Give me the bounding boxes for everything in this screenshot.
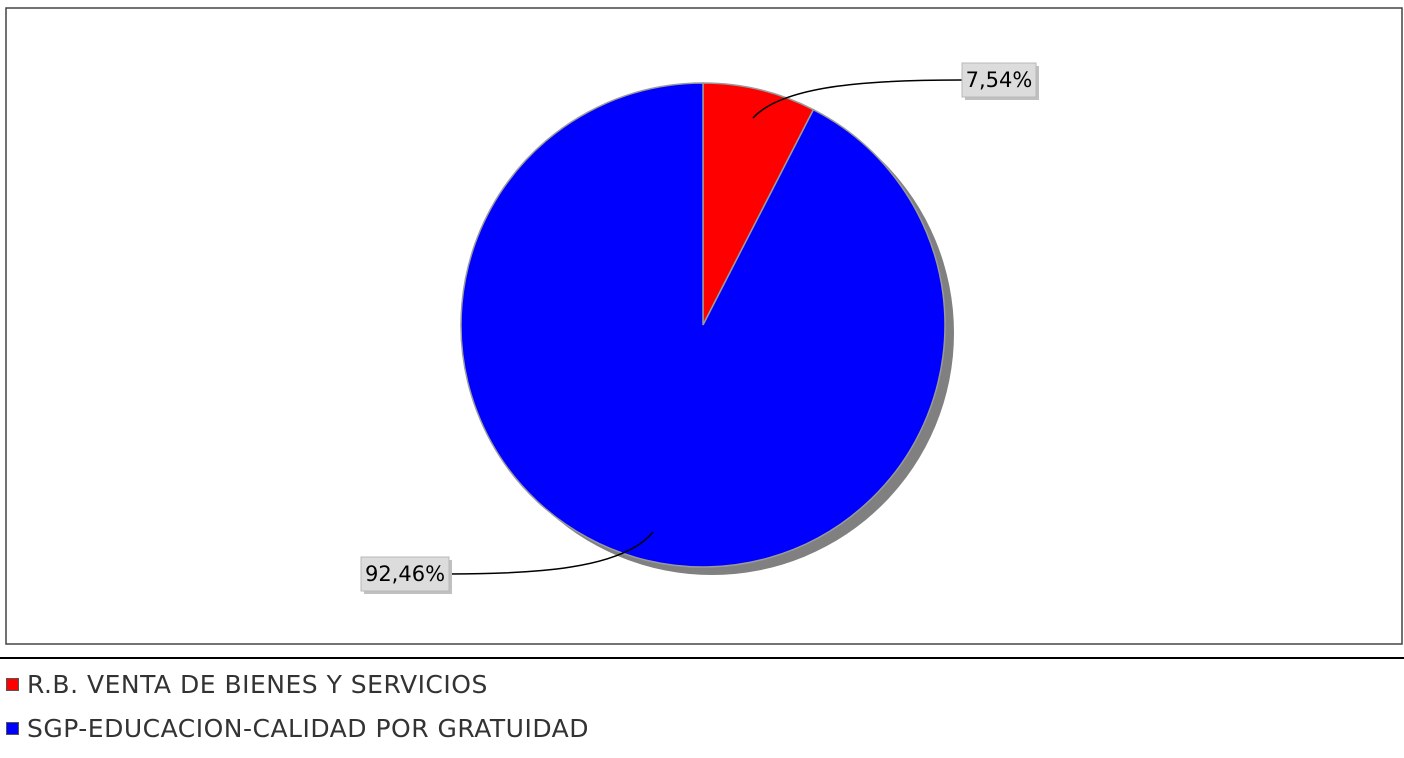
- legend-swatch-red: [6, 677, 19, 691]
- slice-label-text: 7,54%: [966, 68, 1033, 92]
- legend: R.B. VENTA DE BIENES Y SERVICIOS SGP-EDU…: [6, 662, 589, 750]
- legend-item-sgp-educacion: SGP-EDUCACION-CALIDAD POR GRATUIDAD: [6, 706, 589, 750]
- pie-slices: [460, 82, 946, 568]
- legend-label: R.B. VENTA DE BIENES Y SERVICIOS: [27, 669, 488, 699]
- slice-labels: 7,54% 92,46%: [360, 62, 1039, 594]
- slice-label-text: 92,46%: [365, 562, 445, 586]
- pie-slice-2: [460, 82, 946, 568]
- legend-item-rb-venta: R.B. VENTA DE BIENES Y SERVICIOS: [6, 662, 589, 706]
- slice-label-box: [961, 62, 1037, 98]
- slice-label-box: [360, 556, 450, 592]
- label-connector: [752, 79, 963, 119]
- legend-label: SGP-EDUCACION-CALIDAD POR GRATUIDAD: [27, 713, 590, 743]
- pie-slice-1: [702, 82, 815, 326]
- label-connector: [448, 531, 654, 575]
- legend-swatch-blue: [6, 721, 19, 735]
